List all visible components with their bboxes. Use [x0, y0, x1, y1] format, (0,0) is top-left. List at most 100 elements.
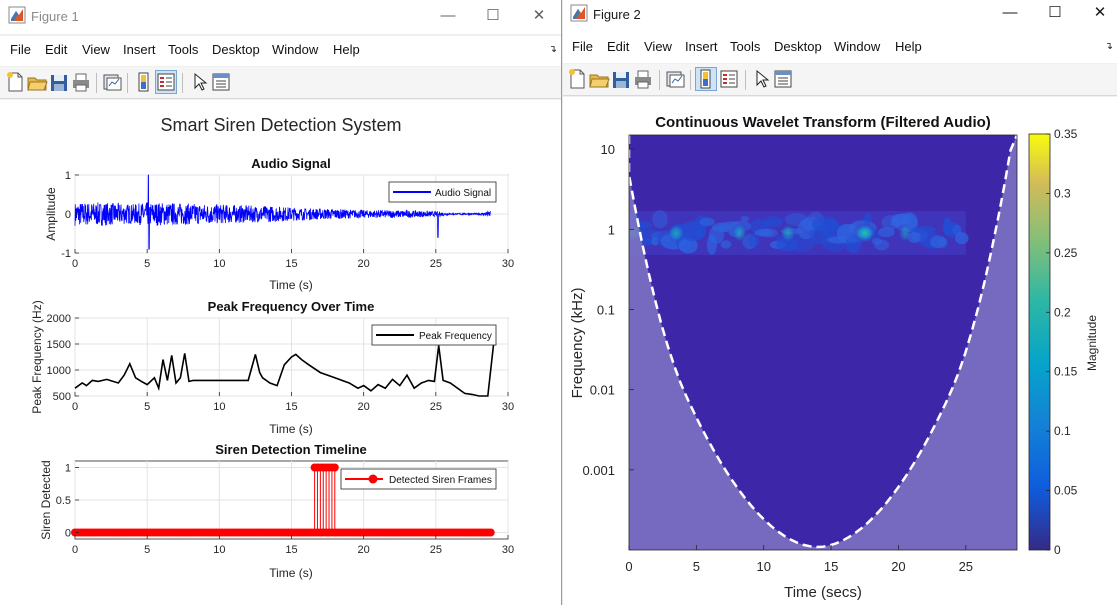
siren-legend[interactable]: Detected Siren Frames — [340, 468, 497, 490]
siren-xticks: 0 5 10 15 20 25 30 — [72, 535, 514, 556]
figure1-titlebar[interactable]: Figure 1 — ☐ ✕ — [0, 0, 561, 34]
x-tick-label: 15 — [824, 559, 838, 574]
maximize-icon[interactable]: ☐ — [486, 7, 500, 24]
colorbar-icon[interactable] — [133, 70, 155, 94]
menu-insert[interactable]: Insert — [685, 39, 718, 54]
minimize-icon[interactable]: — — [1002, 4, 1018, 21]
toolbar-separator — [690, 70, 691, 90]
peak-frequency-plot: Peak Frequency Over Time 0 5 10 15 20 25 30 20… — [30, 299, 514, 436]
figure1-menubar: File Edit View Insert Tools Desktop Wind… — [0, 36, 561, 66]
band-blob — [938, 237, 948, 248]
peak-legend-text: Peak Frequency — [419, 331, 492, 342]
audio-xlabel: Time (s) — [269, 278, 313, 292]
save-icon[interactable] — [48, 70, 70, 94]
x-tick-label: 25 — [430, 258, 442, 270]
close-icon[interactable]: ✕ — [532, 7, 546, 24]
x-tick-label: 5 — [144, 544, 150, 556]
minimize-icon[interactable]: — — [440, 7, 456, 24]
maximize-icon[interactable]: ☐ — [1048, 4, 1062, 21]
cwt-xticks: 0 5 10 15 20 25 — [625, 545, 973, 574]
menu-tools[interactable]: Tools — [730, 39, 761, 54]
new-figure-icon[interactable] — [4, 70, 26, 94]
menu-tools[interactable]: Tools — [168, 42, 199, 57]
band-hotspot — [666, 222, 686, 243]
figure2-titlebar[interactable]: Figure 2 — ☐ ✕ — [563, 0, 1117, 34]
menu-overflow-icon[interactable]: ↴ — [1104, 41, 1113, 52]
figure2-toolbar — [563, 64, 1117, 96]
y-tick-label: 1 — [608, 222, 615, 237]
toolbar-separator — [96, 73, 97, 93]
print-icon[interactable] — [70, 70, 92, 94]
colorbar-tick-label: 0.05 — [1054, 484, 1078, 498]
cwt-scalogram-figure: Continuous Wavelet Transform (Filtered A… — [569, 114, 1099, 601]
colorbar-tick-label: 0 — [1054, 543, 1061, 557]
band-blob — [763, 216, 783, 228]
x-tick-label: 10 — [756, 559, 770, 574]
band-hotspot — [897, 222, 913, 243]
x-tick-label: 15 — [285, 258, 297, 270]
audio-plot-title: Audio Signal — [251, 156, 330, 171]
menu-insert[interactable]: Insert — [123, 42, 156, 57]
open-file-icon[interactable] — [588, 67, 610, 91]
menu-desktop[interactable]: Desktop — [774, 39, 822, 54]
link-plot-icon[interactable] — [664, 67, 686, 91]
menu-file[interactable]: File — [10, 42, 31, 57]
peak-legend[interactable]: Peak Frequency — [371, 324, 497, 346]
x-tick-label: 20 — [891, 559, 905, 574]
colorbar-tick-label: 0.1 — [1054, 424, 1071, 438]
menu-view[interactable]: View — [644, 39, 672, 54]
x-tick-label: 30 — [502, 258, 514, 270]
new-figure-icon[interactable] — [566, 67, 588, 91]
x-tick-label: 15 — [285, 401, 297, 413]
property-editor-icon[interactable] — [772, 67, 794, 91]
menu-view[interactable]: View — [82, 42, 110, 57]
figure2-canvas: Continuous Wavelet Transform (Filtered A… — [563, 97, 1117, 605]
legend-icon[interactable] — [718, 67, 740, 91]
menu-help[interactable]: Help — [895, 39, 922, 54]
menu-desktop[interactable]: Desktop — [212, 42, 260, 57]
menu-edit[interactable]: Edit — [607, 39, 630, 54]
menu-window[interactable]: Window — [834, 39, 881, 54]
print-icon[interactable] — [632, 67, 654, 91]
save-icon[interactable] — [610, 67, 632, 91]
toolbar-separator — [745, 70, 746, 90]
y-tick-label: 0.1 — [597, 302, 615, 317]
menu-help[interactable]: Help — [333, 42, 360, 57]
scalogram-energy-band — [629, 210, 969, 255]
cone-of-influence-shade — [629, 135, 1017, 550]
audio-ylabel: Amplitude — [44, 187, 58, 241]
audio-legend[interactable]: Audio Signal — [388, 181, 497, 203]
band-blob — [720, 240, 732, 249]
colorbar-icon[interactable] — [695, 67, 717, 91]
colorbar[interactable] — [1028, 133, 1051, 551]
menu-window[interactable]: Window — [272, 42, 319, 57]
pointer-icon[interactable] — [188, 70, 210, 94]
band-blob — [943, 222, 961, 238]
legend-icon[interactable] — [155, 70, 177, 94]
band-blob — [955, 232, 969, 245]
band-hotspot — [731, 222, 748, 243]
close-icon[interactable]: ✕ — [1093, 4, 1107, 21]
window-title: Figure 2 — [593, 7, 641, 22]
figure1-window: Figure 1 — ☐ ✕ File Edit View Insert Too… — [0, 0, 562, 605]
figure2-window: Figure 2 — ☐ ✕ File Edit View Insert Too… — [563, 0, 1117, 605]
matlab-logo-icon — [8, 6, 26, 24]
cone-of-influence-line — [629, 135, 1017, 549]
link-plot-icon[interactable] — [101, 70, 123, 94]
figure1-toolbar — [0, 67, 561, 99]
menu-file[interactable]: File — [572, 39, 593, 54]
band-blob — [878, 227, 895, 238]
x-tick-label: 30 — [502, 401, 514, 413]
menu-edit[interactable]: Edit — [45, 42, 68, 57]
x-tick-label: 20 — [358, 401, 370, 413]
audio-signal-plot: Audio Signal 0 5 10 15 20 25 30 10-1 Time (s) … — [44, 156, 514, 292]
band-blob — [874, 239, 890, 251]
pointer-icon[interactable] — [750, 67, 772, 91]
y-tick-label: 2000 — [47, 313, 71, 325]
band-blob — [678, 237, 698, 254]
property-editor-icon[interactable] — [210, 70, 232, 94]
x-tick-label: 5 — [144, 258, 150, 270]
menu-overflow-icon[interactable]: ↴ — [548, 44, 557, 55]
open-file-icon[interactable] — [26, 70, 48, 94]
cwt-yticks: 10 1 0.1 0.01 0.001 — [582, 142, 634, 478]
